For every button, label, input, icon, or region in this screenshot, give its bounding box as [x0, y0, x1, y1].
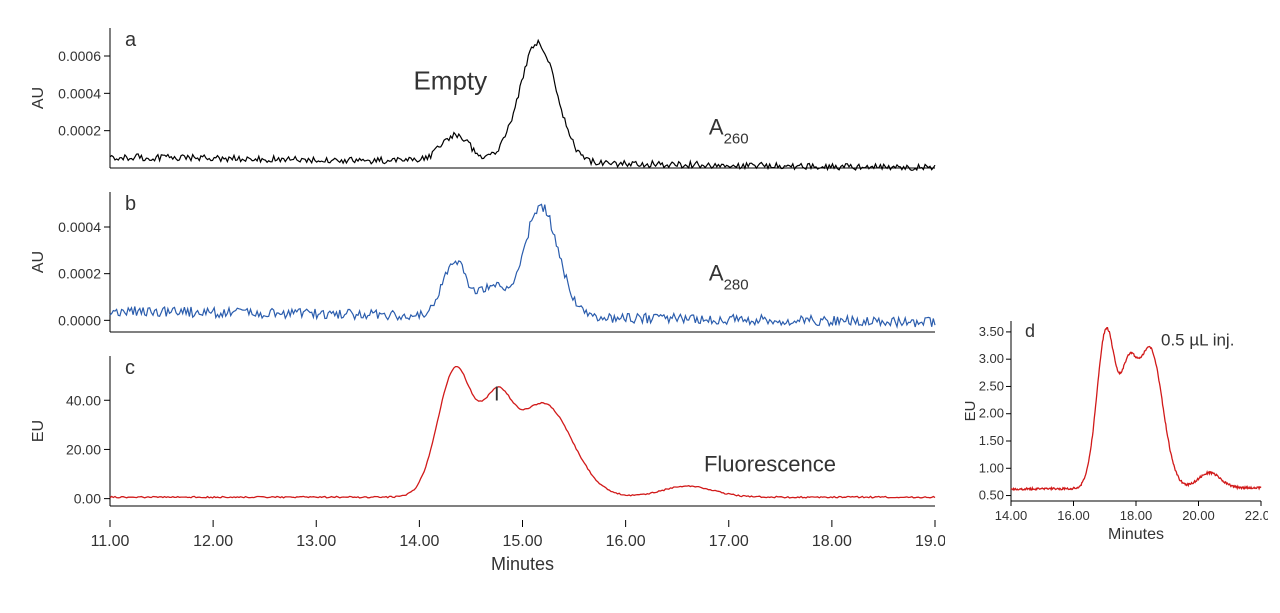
xtick-label: 22.00 [1245, 508, 1268, 523]
xtick-label: 20.00 [1182, 508, 1215, 523]
ytick-label: 40.00 [66, 392, 101, 408]
panel-a: 0.00020.00040.0006AUaEmptyFullA260 [25, 18, 945, 176]
ytick-label: 2.50 [979, 378, 1004, 393]
ytick-label: 0.0004 [58, 85, 101, 101]
chromatogram-trace-d [1011, 328, 1261, 490]
panel-letter: a [125, 29, 137, 51]
ytick-label: 3.00 [979, 351, 1004, 366]
panel-d: 0.50 1.00 1.50 2.00 2.50 3.00 3.50 14.00 16.00 18… [963, 313, 1268, 545]
ytick-label: 1.50 [979, 433, 1004, 448]
xtick-label: 11.00 [91, 533, 130, 550]
ytick-label: 0.50 [979, 488, 1004, 503]
ytick-label: 0.00 [74, 491, 101, 507]
xtick-label: 16.00 [606, 533, 646, 550]
chromatogram-trace-b [110, 204, 935, 327]
xtick-label: 13.00 [296, 533, 336, 550]
ytick-label: 20.00 [66, 441, 101, 457]
chromatogram-trace-c [110, 367, 935, 498]
panel-letter: c [125, 357, 135, 379]
ytick-label: 0.0002 [58, 266, 101, 282]
x-axis-label: Minutes [1108, 526, 1164, 543]
page: 0.00020.00040.0006AUaEmptyFullA260 0.000… [0, 0, 1280, 613]
chromatogram-trace-a [110, 40, 935, 170]
y-axis-label: AU [30, 87, 47, 109]
xtick-label: 17.00 [709, 533, 749, 550]
xtick-label: 14.00 [995, 508, 1028, 523]
shared-x-axis: 11.00 12.00 13.00 14.00 15.00 16.00 17.00 18.00… [25, 520, 945, 590]
y-axis-label: EU [963, 401, 979, 422]
xtick-label: 18.00 [812, 533, 852, 550]
y-axis-label: EU [30, 420, 47, 442]
xtick-label: 19.00 [915, 533, 945, 550]
panel-letter: d [1025, 321, 1035, 341]
annotation: A280 [709, 261, 749, 294]
xtick-label: 18.00 [1120, 508, 1153, 523]
ytick-label: 2.00 [979, 406, 1004, 421]
annotation: Empty [413, 66, 487, 96]
panel-b: 0.0000 0.0002 0.0004 AU b A280 [25, 182, 945, 340]
xtick-label: 12.00 [193, 533, 233, 550]
xtick-label: 14.00 [399, 533, 439, 550]
panel-letter: b [125, 193, 136, 215]
x-axis-label: Minutes [491, 554, 554, 574]
annotation: Fluorescence [704, 452, 836, 477]
xtick-label: 15.00 [502, 533, 542, 550]
annotation: I [494, 383, 500, 405]
y-axis-label: AU [30, 251, 47, 273]
panel-c: 0.00 20.00 40.00 EU c I Fluorescence [25, 346, 945, 514]
ytick-label: 0.0004 [58, 219, 101, 235]
ytick-label: 0.0006 [58, 48, 101, 64]
ytick-label: 3.50 [979, 324, 1004, 339]
ytick-label: 0.0002 [58, 123, 101, 139]
annotation: A260 [709, 114, 749, 146]
ytick-label: 1.00 [979, 460, 1004, 475]
xtick-label: 16.00 [1057, 508, 1090, 523]
annotation: 0.5 µL inj. [1161, 331, 1234, 350]
ytick-label: 0.0000 [58, 312, 101, 328]
